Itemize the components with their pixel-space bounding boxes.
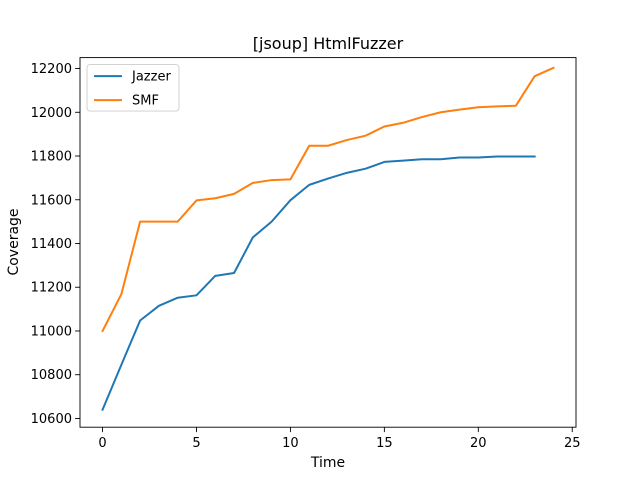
x-tick-label: 0	[98, 436, 106, 451]
x-tick-label: 15	[376, 436, 393, 451]
y-tick-label: 12000	[31, 106, 72, 121]
x-tick-label: 25	[564, 436, 581, 451]
y-axis-label: Coverage	[6, 208, 22, 275]
legend: Jazzer SMF	[86, 64, 180, 112]
y-tick-label: 11200	[31, 281, 72, 296]
x-axis-label: Time	[310, 455, 345, 471]
x-tick-label: 5	[192, 436, 200, 451]
legend-label-smf: SMF	[132, 94, 159, 109]
y-tick-label: 10600	[31, 412, 72, 427]
y-tick-label: 10800	[31, 368, 72, 383]
x-tick-label: 20	[470, 436, 487, 451]
series-line-smf	[101, 66, 555, 333]
y-tick-label: 12200	[31, 62, 72, 77]
y-tick-label: 11000	[31, 324, 72, 339]
series-layer	[101, 66, 555, 412]
plot-frame	[79, 57, 577, 428]
chart-title: [jsoup] HtmlFuzzer	[253, 34, 404, 53]
series-line-jazzer	[101, 155, 536, 412]
y-tick-label: 11600	[31, 193, 72, 208]
x-axis-ticks: 0 5 10 15 20 25	[98, 427, 581, 451]
y-tick-label: 11800	[31, 150, 72, 165]
y-axis-ticks: 10600 10800 11000 11200 11400 11600 11800 12000…	[31, 62, 80, 427]
legend-label-jazzer: Jazzer	[131, 70, 171, 85]
x-tick-label: 10	[282, 436, 299, 451]
y-tick-label: 11400	[31, 237, 72, 252]
